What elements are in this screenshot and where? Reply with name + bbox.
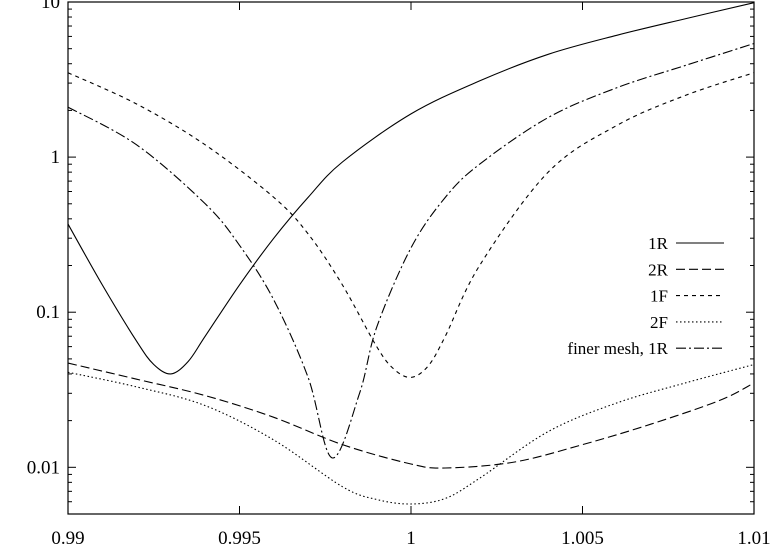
series-layer — [67, 2, 755, 505]
legend-label-1f: 1F — [650, 287, 668, 306]
legend: 1R 2R 1F 2F finer mesh, 1R — [567, 234, 724, 358]
axis-layer: 0.99 0.995 1 1.005 1.01 0.01 0.1 1 10 — [27, 0, 771, 549]
series-line-2f — [67, 363, 755, 505]
x-tick-label: 0.995 — [218, 528, 261, 549]
y-tick-label: 10 — [41, 0, 60, 13]
legend-label-finer-mesh-1r: finer mesh, 1R — [567, 339, 668, 358]
x-tick-label: 0.99 — [51, 528, 84, 549]
legend-label-2f: 2F — [650, 313, 668, 332]
series-line-1r — [67, 2, 755, 375]
x-tick-label: 1.005 — [561, 528, 604, 549]
legend-label-2r: 2R — [648, 260, 669, 279]
x-tick-label: 1.01 — [737, 528, 770, 549]
x-tick-label: 1 — [406, 528, 416, 549]
y-tick-label: 1 — [51, 147, 61, 168]
series-line-2r — [67, 362, 755, 469]
legend-label-1r: 1R — [648, 234, 669, 253]
y-tick-label: 0.1 — [36, 302, 60, 323]
series-line-1f — [67, 72, 755, 378]
series-line-finer-mesh-1r — [67, 42, 755, 459]
y-tick-label: 0.01 — [27, 457, 60, 478]
